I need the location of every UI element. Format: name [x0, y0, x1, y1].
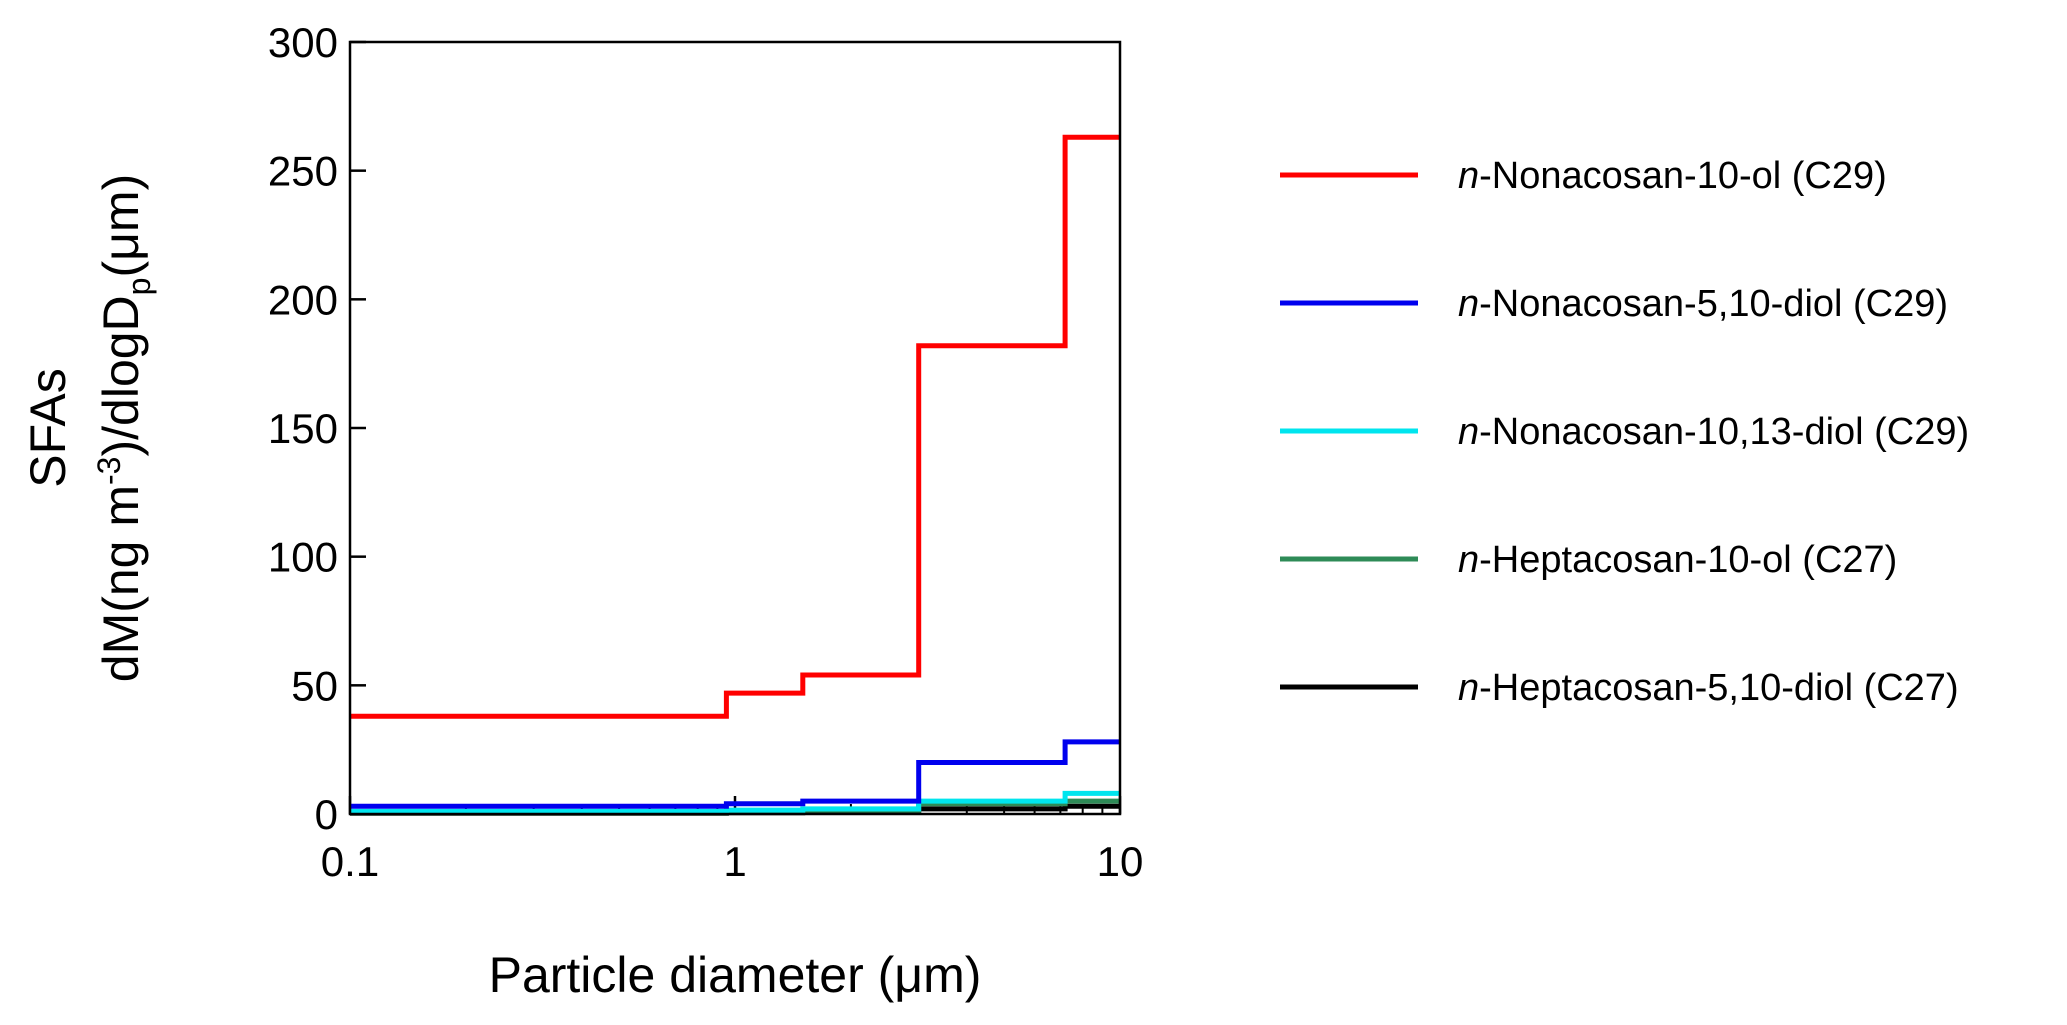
- legend-label-italic: n: [1458, 539, 1479, 581]
- legend-label-rest: -Nonacosan-10-ol (C29): [1479, 155, 1887, 197]
- series-line: [350, 134, 1120, 719]
- x-tick-label: 10: [1097, 838, 1144, 885]
- series-line: [350, 790, 1120, 814]
- legend-label: n-Heptacosan-10-ol (C27): [1458, 539, 1897, 581]
- legend-label-rest: -Heptacosan-5,10-diol (C27): [1479, 667, 1958, 709]
- plot-frame: [348, 40, 1122, 816]
- legend-label: n-Nonacosan-5,10-diol (C29): [1458, 283, 1948, 325]
- legend: n-Nonacosan-10-ol (C29)n-Nonacosan-5,10-…: [1280, 155, 1969, 709]
- y-axis-title-end: (μm): [93, 174, 149, 278]
- y-tick-label: 250: [268, 148, 338, 195]
- legend-label-rest: -Nonacosan-5,10-diol (C29): [1479, 283, 1948, 325]
- y-tick-label: 150: [268, 405, 338, 452]
- legend-label: n-Nonacosan-10-ol (C29): [1458, 155, 1887, 197]
- y-tick-label: 100: [268, 534, 338, 581]
- y-axis-title-line2: dM(ng m-3)/dlogDp(μm): [91, 174, 157, 682]
- y-axis-title-mid: )/dlogD: [93, 295, 149, 456]
- y-axis-title-sub: p: [121, 278, 157, 296]
- y-tick-label: 50: [291, 662, 338, 709]
- legend-label: n-Heptacosan-5,10-diol (C27): [1458, 667, 1959, 709]
- x-tick-label: 1: [723, 838, 746, 885]
- legend-label-italic: n: [1458, 155, 1479, 197]
- y-tick-label: 300: [268, 19, 338, 66]
- y-tick-label: 0: [315, 791, 338, 838]
- x-tick-label: 0.1: [321, 838, 379, 885]
- y-axis-ticks: 0 50 100 150 200 250 300: [268, 19, 366, 838]
- legend-label-rest: -Heptacosan-10-ol (C27): [1479, 539, 1897, 581]
- legend-label: n-Nonacosan-10,13-diol (C29): [1458, 411, 1969, 453]
- legend-label-rest: -Nonacosan-10,13-diol (C29): [1479, 411, 1969, 453]
- x-axis-title: Particle diameter (μm): [489, 947, 982, 1003]
- y-tick-label: 200: [268, 276, 338, 323]
- y-axis-title-line1: SFAs: [20, 368, 76, 487]
- series-layer: [350, 134, 1120, 816]
- legend-label-italic: n: [1458, 667, 1479, 709]
- legend-label-italic: n: [1458, 411, 1479, 453]
- y-axis-title-sup: -3: [91, 457, 127, 485]
- series-line: [350, 739, 1120, 809]
- legend-label-italic: n: [1458, 283, 1479, 325]
- y-axis-title-main: dM(ng m: [93, 485, 149, 682]
